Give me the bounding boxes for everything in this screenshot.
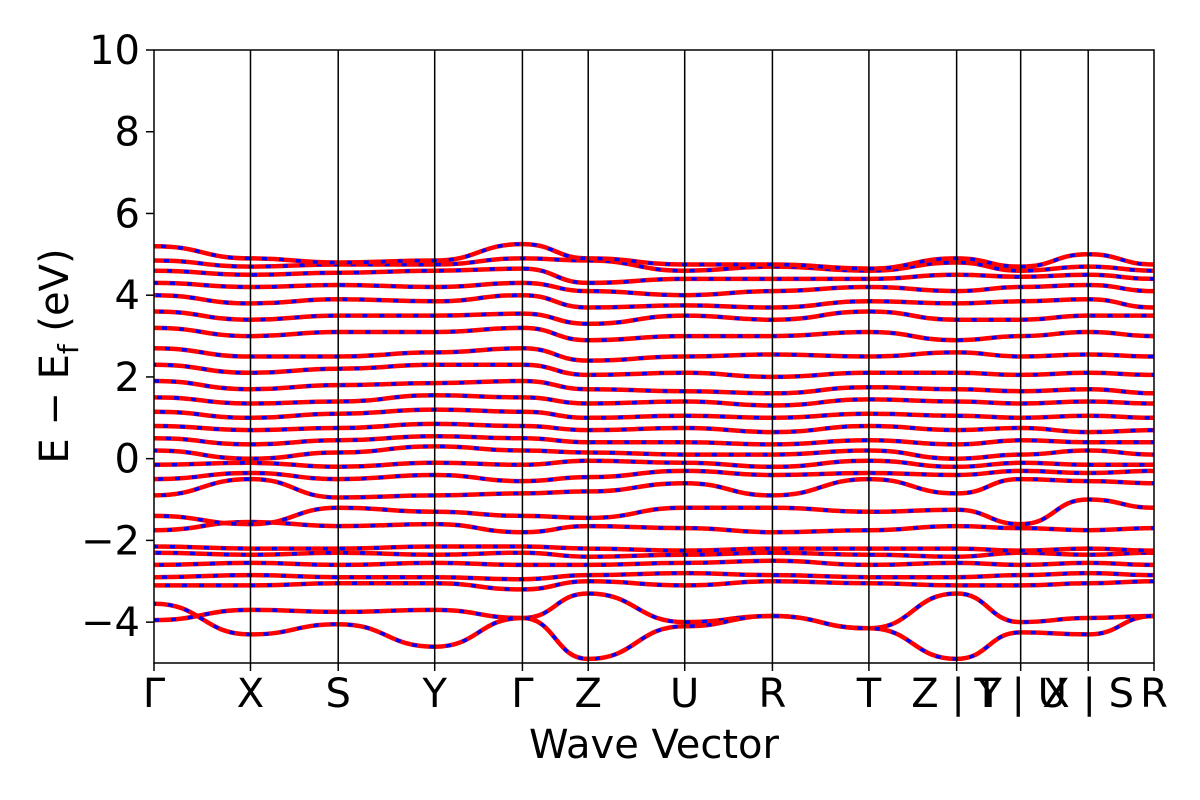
y-tick-label: −2 [81, 518, 140, 564]
x-tick-label: X | S [1042, 671, 1134, 717]
x-tick-label: S [326, 671, 351, 717]
x-tick-label: T [856, 671, 882, 717]
x-tick-label: Z | Y [911, 671, 1002, 717]
band-line-spin-down [154, 497, 1154, 526]
band-line-spin-up [154, 393, 1154, 408]
y-tick-label: 0 [115, 437, 140, 483]
x-tick-label: X [237, 671, 264, 717]
x-tick-label: T | U [973, 671, 1067, 717]
band-line-spin-up [154, 280, 1154, 298]
band-line-spin-up [154, 346, 1154, 363]
x-tick-label: R [759, 671, 787, 717]
bands-group [154, 241, 1154, 662]
band-line-spin-up [154, 550, 1154, 559]
y-axis-label-unit: (eV) [32, 248, 78, 344]
band-line-spin-down [154, 520, 1154, 534]
x-tick-label: R [1140, 671, 1168, 717]
band-line-spin-down [154, 362, 1154, 379]
band-line-spin-down [154, 477, 1154, 500]
band-line-spin-down [154, 326, 1154, 342]
band-line-spin-up [154, 591, 1154, 631]
band-line-spin-down [154, 444, 1154, 461]
band-line-spin-down [154, 346, 1154, 363]
band-line-spin-down [154, 266, 1154, 285]
plot-frame [153, 49, 1155, 664]
y-axis-label-subscript: f [52, 343, 85, 354]
y-axis-ticks: −4 −2 0 2 4 6 8 10 [81, 28, 154, 646]
x-tick-label: U [670, 671, 699, 717]
x-tick-label: Z [575, 671, 602, 717]
band-line-spin-up [154, 570, 1154, 582]
x-tick-label: Γ [511, 671, 534, 717]
y-tick-label: 4 [115, 273, 140, 319]
y-axis-label-main: E − E [32, 354, 78, 464]
band-line-spin-down [154, 434, 1154, 447]
y-tick-label: 8 [115, 110, 140, 156]
y-tick-label: 10 [89, 28, 140, 74]
kpoint-lines-group [249, 50, 1089, 663]
band-line-spin-down [154, 591, 1154, 631]
band-line-spin-down [154, 407, 1154, 420]
band-line-spin-up [154, 421, 1154, 435]
y-tick-label: −4 [81, 600, 140, 646]
y-tick-label: 2 [115, 355, 140, 401]
x-tick-label: Γ [143, 671, 166, 717]
band-line-spin-down [154, 422, 1154, 434]
y-axis-label: E − Ef (eV) [32, 248, 85, 463]
y-tick-label: 6 [115, 191, 140, 237]
x-tick-label: Y [421, 671, 447, 717]
x-axis-label: Wave Vector [529, 722, 780, 768]
band-line-spin-up [154, 497, 1154, 527]
band-line-spin-up [154, 309, 1154, 327]
band-line-spin-down [154, 469, 1154, 483]
